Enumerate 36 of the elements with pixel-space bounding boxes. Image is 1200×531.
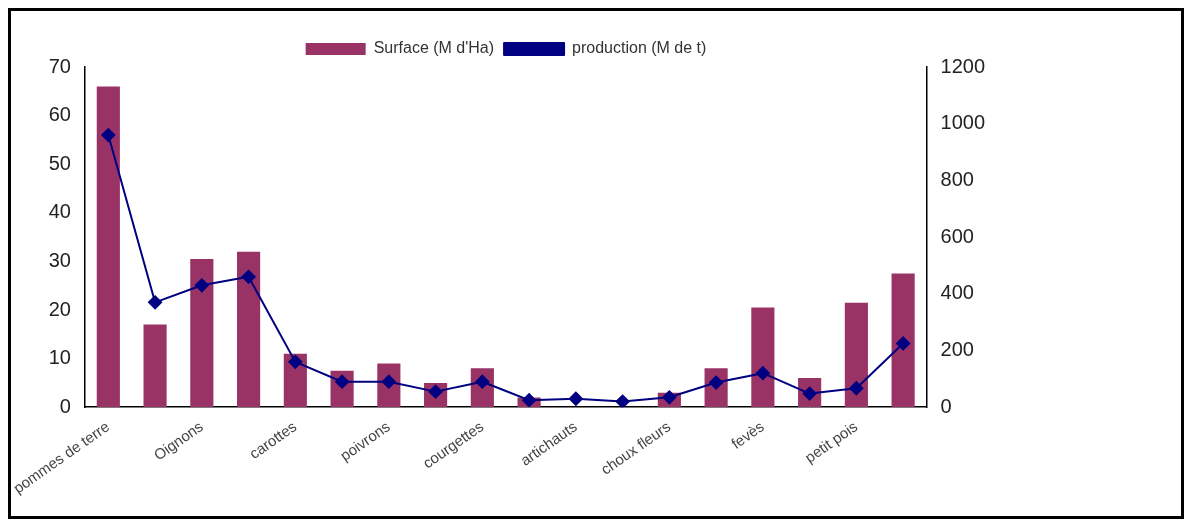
y-tick-label: 70 xyxy=(48,54,71,77)
point xyxy=(288,354,303,369)
point xyxy=(194,278,209,293)
point xyxy=(896,336,911,351)
bar xyxy=(190,258,214,408)
y2-tick-label: 400 xyxy=(940,281,974,304)
legend-label: Surface (M d'Ha) xyxy=(373,39,495,57)
point xyxy=(849,381,864,396)
bar xyxy=(143,324,167,408)
y2-tick-label: 800 xyxy=(940,167,974,190)
y2-tick-label: 1000 xyxy=(940,111,986,134)
point xyxy=(148,295,163,310)
y2-tick-label: 1200 xyxy=(940,54,986,77)
point xyxy=(568,391,583,406)
bar xyxy=(751,307,775,408)
y-tick-label: 60 xyxy=(48,103,71,126)
point xyxy=(755,366,770,381)
bar xyxy=(96,86,120,408)
y-tick-label: 50 xyxy=(48,151,71,174)
y-tick-label: 0 xyxy=(59,394,71,417)
point xyxy=(615,394,630,408)
y-tick-label: 20 xyxy=(48,297,71,320)
y2-tick-label: 0 xyxy=(940,394,952,417)
y2-tick-label: 600 xyxy=(940,224,974,247)
point xyxy=(662,390,677,405)
bar xyxy=(237,251,261,408)
bar xyxy=(844,302,868,408)
y-tick-label: 30 xyxy=(48,248,71,271)
bar xyxy=(891,273,915,408)
point xyxy=(241,269,256,284)
y2-tick-label: 200 xyxy=(940,338,974,361)
point xyxy=(522,393,537,408)
y-tick-label: 10 xyxy=(48,346,71,369)
legend-label: production (M de t) xyxy=(572,39,707,57)
y-tick-label: 40 xyxy=(48,200,71,223)
point xyxy=(101,128,116,143)
